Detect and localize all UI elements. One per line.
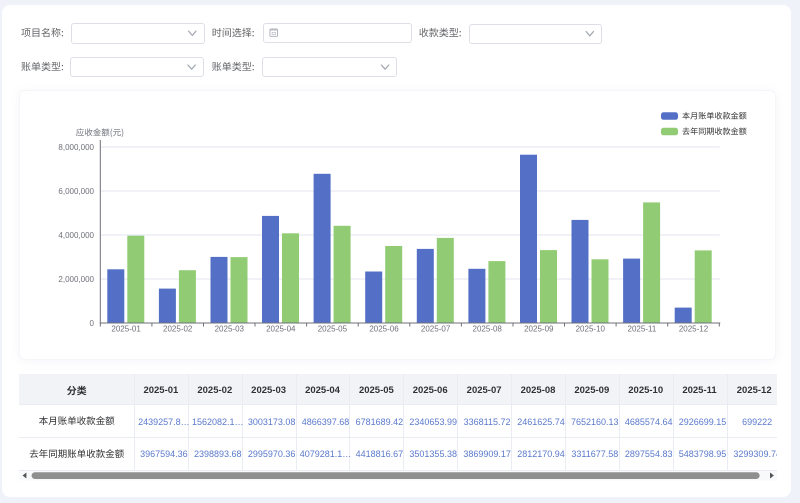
- svg-text:2025-05: 2025-05: [318, 325, 348, 334]
- svg-text:2,000,000: 2,000,000: [58, 275, 94, 284]
- svg-text:2025-11: 2025-11: [628, 325, 657, 334]
- svg-text:2025-02: 2025-02: [163, 325, 193, 334]
- svg-text:8,000,000: 8,000,000: [58, 143, 94, 152]
- svg-text:6,000,000: 6,000,000: [58, 187, 94, 196]
- svg-text:2025-04: 2025-04: [266, 325, 296, 334]
- svg-text:2025-01: 2025-01: [111, 325, 141, 334]
- svg-text:2025-09: 2025-09: [524, 325, 554, 334]
- svg-text:0: 0: [90, 319, 95, 328]
- svg-text:2025-06: 2025-06: [369, 325, 399, 334]
- svg-text:2025-12: 2025-12: [679, 325, 709, 334]
- svg-text:2025-03: 2025-03: [215, 325, 245, 334]
- svg-text:2025-10: 2025-10: [576, 325, 606, 334]
- svg-text:2025-07: 2025-07: [421, 325, 451, 334]
- svg-text:4,000,000: 4,000,000: [58, 231, 94, 240]
- svg-text:2025-08: 2025-08: [473, 325, 503, 334]
